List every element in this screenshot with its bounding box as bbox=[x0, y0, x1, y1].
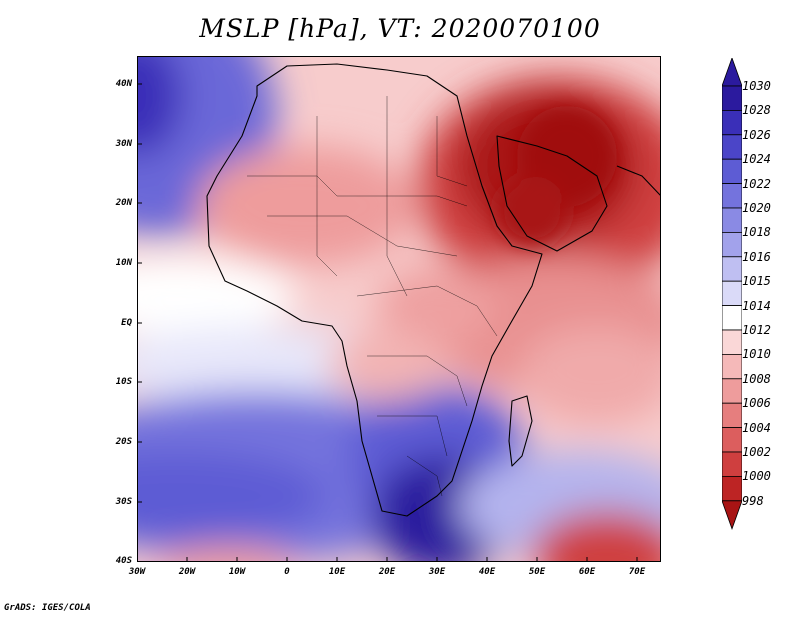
country-borders bbox=[247, 96, 498, 497]
colorbar-label: 1004 bbox=[742, 420, 771, 435]
lon-label-60e: 60E bbox=[578, 567, 596, 577]
lon-label-50e: 50E bbox=[528, 567, 546, 577]
africa-coastline bbox=[206, 63, 543, 517]
colorbar-top-arrow bbox=[722, 58, 742, 87]
colorbar-label: 1000 bbox=[742, 469, 771, 484]
lat-label-20n: 20N bbox=[115, 198, 132, 208]
colorbar-label: 1010 bbox=[742, 347, 771, 362]
lat-label-10s: 10S bbox=[115, 377, 132, 387]
lon-label-30w: 30W bbox=[128, 567, 146, 577]
colorbar-label: 1028 bbox=[742, 103, 771, 118]
lon-label-10e: 10E bbox=[328, 567, 346, 577]
southern-ocean-low-area bbox=[532, 511, 661, 562]
arabia-coastline bbox=[496, 135, 608, 252]
colorbar-segment bbox=[722, 378, 742, 404]
chart-title: MSLP [hPa], VT: 2020070100 bbox=[199, 14, 601, 43]
colorbar-segment bbox=[722, 183, 742, 209]
mslp-map bbox=[137, 56, 661, 562]
india-coastline bbox=[616, 165, 661, 197]
colorbar-label: 1015 bbox=[742, 274, 771, 289]
colorbar-label: 1008 bbox=[742, 371, 771, 386]
madagascar-coastline bbox=[508, 395, 533, 467]
colorbar-label: 1024 bbox=[742, 152, 771, 167]
colorbar-label: 1020 bbox=[742, 201, 771, 215]
colorbar-label: 1002 bbox=[742, 445, 771, 459]
colorbar-segment bbox=[722, 353, 742, 380]
colorbar-label: 1018 bbox=[742, 225, 771, 240]
colorbar bbox=[722, 58, 742, 530]
lat-label-30n: 30N bbox=[115, 139, 132, 149]
colorbar-label: 1014 bbox=[742, 298, 771, 313]
colorbar-segment bbox=[722, 451, 742, 477]
lon-label-40e: 40E bbox=[478, 567, 496, 577]
lat-label-40n: 40N bbox=[115, 79, 132, 89]
colorbar-label: 998 bbox=[742, 493, 764, 508]
lat-label-eq: EQ bbox=[121, 318, 132, 328]
coastlines bbox=[206, 63, 661, 517]
colorbar-bottom-arrow bbox=[722, 500, 742, 530]
colorbar-label: 1026 bbox=[742, 127, 771, 142]
lat-label-40s: 40S bbox=[115, 556, 132, 566]
colorbar-segment bbox=[722, 305, 742, 331]
colorbar-segment bbox=[722, 402, 742, 429]
lon-label-20w: 20W bbox=[178, 567, 196, 577]
grads-credit: GrADS: IGES/COLA bbox=[4, 603, 91, 613]
lon-label-70e: 70E bbox=[628, 567, 646, 577]
colorbar-segment bbox=[722, 207, 742, 233]
colorbar-segment bbox=[722, 158, 742, 184]
colorbar-label: 1022 bbox=[742, 176, 771, 191]
lat-label-30s: 30S bbox=[115, 497, 132, 507]
colorbar-segment bbox=[722, 231, 742, 258]
colorbar-segment bbox=[722, 475, 742, 502]
colorbar-segment bbox=[722, 256, 742, 282]
lat-label-20s: 20S bbox=[115, 437, 132, 447]
colorbar-segment bbox=[722, 110, 742, 136]
lat-label-10n: 10N bbox=[115, 258, 132, 268]
colorbar-segment bbox=[722, 134, 742, 160]
colorbar-segment bbox=[722, 329, 742, 355]
lon-label-30e: 30E bbox=[428, 567, 446, 577]
colorbar-label: 1012 bbox=[742, 323, 771, 337]
lon-label-20e: 20E bbox=[378, 567, 396, 577]
colorbar-label: 1006 bbox=[742, 396, 771, 411]
colorbar-segment bbox=[722, 280, 742, 306]
lon-label-0: 0 bbox=[284, 567, 290, 577]
map-border bbox=[137, 56, 661, 562]
colorbar-segment bbox=[722, 85, 742, 111]
colorbar-label: 1030 bbox=[742, 79, 771, 93]
lon-label-10w: 10W bbox=[228, 567, 246, 577]
colorbar-segment bbox=[722, 427, 742, 453]
colorbar-label: 1016 bbox=[742, 249, 771, 264]
